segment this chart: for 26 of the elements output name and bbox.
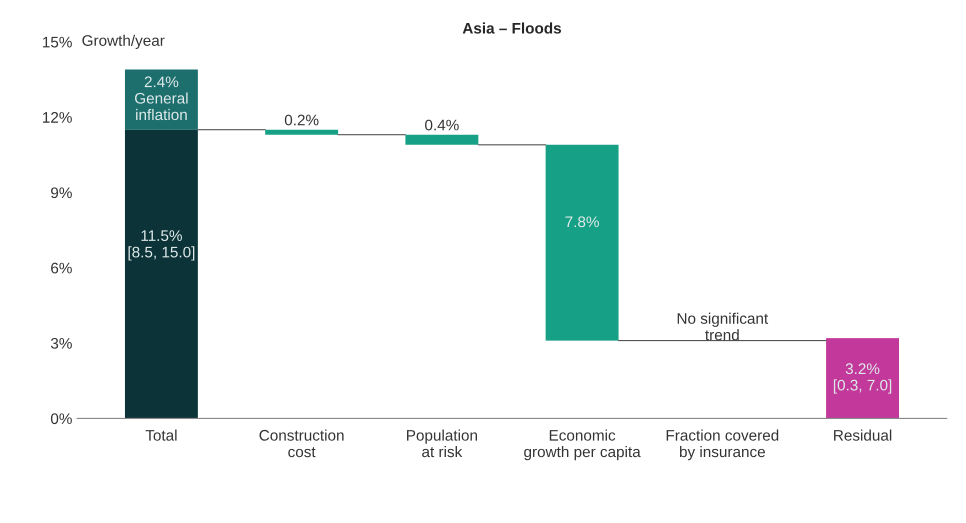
y-tick-label: 12% (43, 112, 72, 123)
data-label: 11.5% [8.5, 15.0] (128, 230, 194, 261)
bar (826, 338, 900, 418)
y-axis-title: Growth/year (82, 34, 165, 49)
x-tick-label: Fraction covered by insurance (666, 430, 778, 460)
x-tick-label: Total (146, 430, 177, 441)
y-tick-label: 15% (43, 36, 72, 48)
y-tick-label: 0% (50, 413, 72, 424)
bar (405, 134, 478, 145)
x-tick-label: Construction cost (260, 430, 344, 458)
bar (265, 130, 338, 135)
data-label: 7.8% (565, 216, 599, 228)
x-tick-label: Residual (834, 430, 892, 441)
y-tick-label: 6% (51, 262, 72, 274)
data-label: 2.4% General inflation (135, 76, 188, 120)
bar (546, 144, 619, 341)
data-label: 0.4% (425, 120, 459, 130)
chart-title: Asia – Floods (462, 22, 562, 34)
data-label: 3.2% [0.3, 7.0] (834, 363, 892, 394)
y-tick-label: 3% (50, 338, 72, 349)
y-tick-label: 9% (51, 187, 72, 198)
annotation: No significant trend (678, 312, 768, 340)
data-label: 0.2% (284, 114, 319, 126)
x-tick-label: Population at risk (407, 430, 477, 458)
x-tick-label: Economic growth per capita (524, 430, 641, 460)
bar (124, 130, 198, 418)
